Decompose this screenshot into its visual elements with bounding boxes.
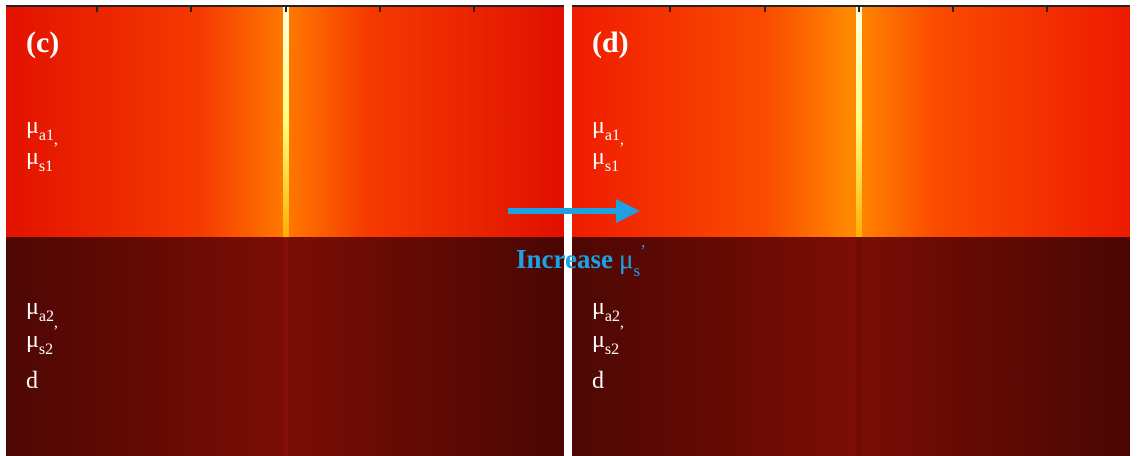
symbol: μ xyxy=(26,294,39,320)
subscript: a1 xyxy=(605,127,620,144)
subscript: a1 xyxy=(39,127,54,144)
subscript: s2 xyxy=(605,341,619,358)
panel-label: (c) xyxy=(26,26,59,59)
symbol: μ xyxy=(592,327,605,353)
prime: ’ xyxy=(619,140,624,157)
parameter: d xyxy=(26,368,38,394)
symbol: μ xyxy=(619,244,633,274)
panel-c xyxy=(6,0,564,456)
prime: ’ xyxy=(53,323,58,340)
symbol: μ xyxy=(592,113,605,139)
page: {"panels": [ {"label": "(c)", "upper_lay… xyxy=(0,0,1137,456)
subscript: s2 xyxy=(39,341,53,358)
panel-label: (d) xyxy=(592,26,629,59)
symbol: μ xyxy=(26,327,39,353)
prime: ’ xyxy=(619,323,624,340)
symbol: μ xyxy=(592,144,605,170)
annotation-text: Increase xyxy=(516,244,613,274)
symbol: μ xyxy=(26,113,39,139)
symbol: μ xyxy=(26,144,39,170)
subscript: a2 xyxy=(605,308,620,325)
beam-lower xyxy=(284,237,288,456)
figure: Increaseμs’ (c)μa1μs1’μa2μs2’d(d)μa1μs1’… xyxy=(0,0,1137,456)
beam xyxy=(856,6,862,237)
beam-lower xyxy=(857,237,861,456)
parameter: d xyxy=(592,368,604,394)
prime: ’ xyxy=(640,241,646,260)
panel-d xyxy=(572,0,1130,456)
subscript: s xyxy=(633,261,640,280)
lower-layer xyxy=(572,237,1130,456)
subscript: s1 xyxy=(39,158,53,175)
beam xyxy=(283,6,289,237)
subscript: s1 xyxy=(605,158,619,175)
prime: ’ xyxy=(53,140,58,157)
symbol: μ xyxy=(592,294,605,320)
subscript: a2 xyxy=(39,308,54,325)
symbol: d xyxy=(26,368,38,394)
symbol: d xyxy=(592,368,604,394)
